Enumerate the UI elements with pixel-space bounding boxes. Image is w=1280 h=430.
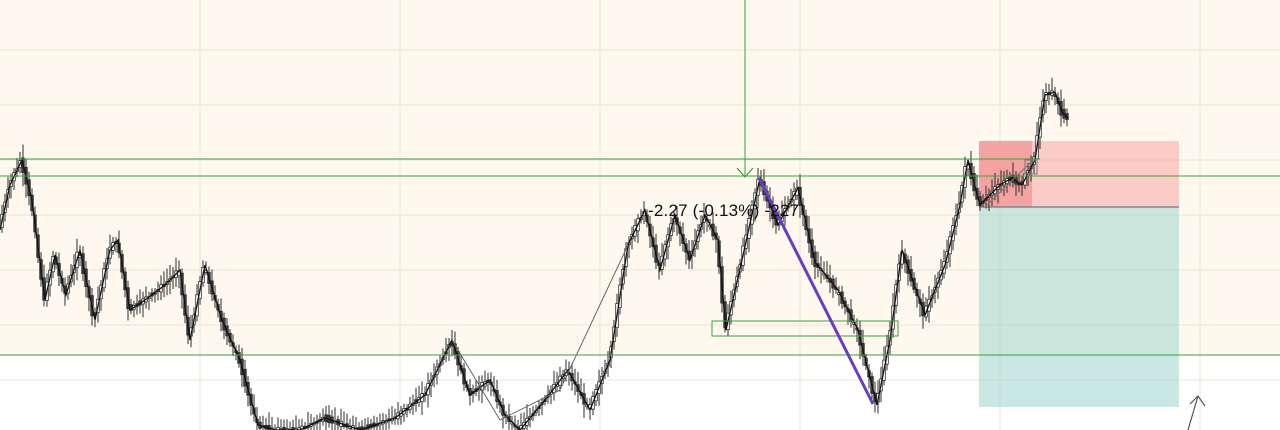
demand-zone-box[interactable] [711, 320, 899, 337]
cursor-arrow-icon [1187, 395, 1206, 430]
zigzag-indicator [0, 91, 1069, 430]
down-arrow-icon [736, 167, 754, 178]
take-profit-zone[interactable] [979, 207, 1179, 407]
candle-bullish [297, 427, 301, 430]
candle-bullish [276, 427, 280, 430]
candle-bullish [294, 428, 298, 430]
trend-line[interactable] [757, 177, 875, 405]
candle-bullish [285, 428, 289, 430]
zigzag-line [0, 91, 1069, 430]
zigzag-secondary-line [451, 244, 629, 421]
projection-marks [984, 157, 1038, 208]
